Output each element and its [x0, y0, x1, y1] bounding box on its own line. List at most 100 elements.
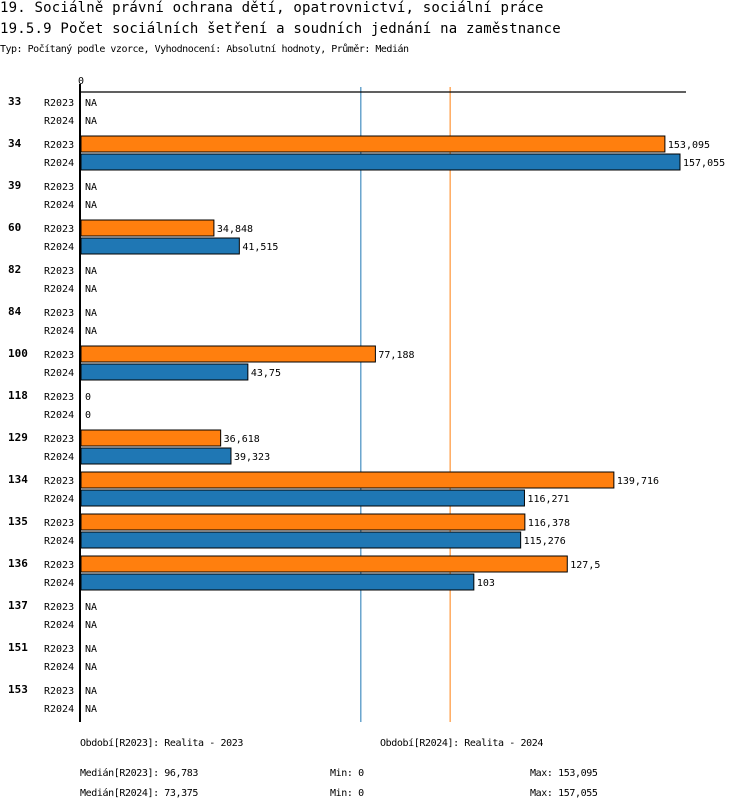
- series-label: R2024: [44, 620, 74, 631]
- series-label: R2024: [44, 242, 74, 253]
- data-label: NA: [85, 644, 97, 655]
- series-label: R2024: [44, 284, 74, 295]
- category-label: 136: [8, 557, 28, 570]
- series-label: R2024: [44, 368, 74, 379]
- bar: [80, 447, 232, 465]
- series-label: R2023: [44, 98, 74, 109]
- data-label: NA: [85, 182, 97, 193]
- data-label: NA: [85, 602, 97, 613]
- series-label: R2023: [44, 476, 74, 487]
- min-r2023: Min: 0: [330, 768, 364, 779]
- series-label: R2024: [44, 704, 74, 715]
- data-label: NA: [85, 326, 97, 337]
- data-label: NA: [85, 308, 97, 319]
- series-label: R2024: [44, 410, 74, 421]
- category-label: 153: [8, 683, 28, 696]
- data-label: 153,095: [668, 140, 710, 151]
- data-label: 127,5: [570, 560, 600, 571]
- legend-period-r2024: Období[R2024]: Realita - 2024: [380, 738, 543, 749]
- series-label: R2023: [44, 182, 74, 193]
- min-r2024: Min: 0: [330, 788, 364, 799]
- series-label: R2024: [44, 200, 74, 211]
- median-r2024: Medián[R2024]: 73,375: [80, 788, 199, 799]
- data-label: 77,188: [378, 350, 414, 361]
- data-label: NA: [85, 98, 97, 109]
- data-label: 116,271: [527, 494, 569, 505]
- category-label: 135: [8, 515, 28, 528]
- bar: [80, 471, 615, 489]
- max-r2024: Max: 157,055: [530, 788, 598, 799]
- chart-meta: Typ: Počítaný podle vzorce, Vyhodnocení:…: [0, 44, 409, 55]
- series-label: R2024: [44, 536, 74, 547]
- bar: [80, 345, 376, 363]
- bar: [80, 219, 215, 237]
- data-label: NA: [85, 620, 97, 631]
- category-label: 129: [8, 431, 28, 444]
- series-label: R2024: [44, 662, 74, 673]
- series-label: R2023: [44, 266, 74, 277]
- series-label: R2024: [44, 578, 74, 589]
- data-label: 39,323: [234, 452, 270, 463]
- category-label: 118: [8, 389, 28, 402]
- data-label: NA: [85, 662, 97, 673]
- series-label: R2023: [44, 140, 74, 151]
- bar: [80, 489, 525, 507]
- bar: [80, 513, 526, 531]
- category-label: 134: [8, 473, 28, 486]
- data-label: NA: [85, 284, 97, 295]
- series-label: R2024: [44, 452, 74, 463]
- category-label: 33: [8, 95, 21, 108]
- data-label: 139,716: [617, 476, 659, 487]
- bar: [80, 153, 681, 171]
- data-label: NA: [85, 116, 97, 127]
- bar: [80, 135, 666, 153]
- series-label: R2023: [44, 560, 74, 571]
- series-label: R2023: [44, 686, 74, 697]
- data-label: 41,515: [242, 242, 278, 253]
- data-label: NA: [85, 266, 97, 277]
- series-label: R2023: [44, 308, 74, 319]
- data-label: 116,378: [528, 518, 570, 529]
- category-label: 34: [8, 137, 22, 150]
- bar: [80, 573, 475, 591]
- series-label: R2023: [44, 518, 74, 529]
- data-label: 0: [85, 410, 91, 421]
- series-label: R2023: [44, 350, 74, 361]
- data-label: 0: [85, 392, 91, 403]
- series-label: R2023: [44, 602, 74, 613]
- x-tick-label: 0: [78, 76, 84, 87]
- data-label: NA: [85, 200, 97, 211]
- data-label: 43,75: [251, 368, 281, 379]
- category-label: 137: [8, 599, 28, 612]
- series-label: R2023: [44, 434, 74, 445]
- data-label: 115,276: [524, 536, 566, 547]
- category-label: 60: [8, 221, 21, 234]
- category-label: 100: [8, 347, 28, 360]
- series-label: R2024: [44, 158, 74, 169]
- series-label: R2024: [44, 116, 74, 127]
- bar: [80, 531, 522, 549]
- bar: [80, 237, 240, 255]
- category-label: 84: [8, 305, 22, 318]
- data-label: NA: [85, 704, 97, 715]
- series-label: R2023: [44, 224, 74, 235]
- data-label: 103: [477, 578, 495, 589]
- data-label: 157,055: [683, 158, 725, 169]
- category-label: 151: [8, 641, 28, 654]
- data-label: 34,848: [217, 224, 253, 235]
- bar: [80, 555, 568, 573]
- series-label: R2024: [44, 494, 74, 505]
- category-label: 82: [8, 263, 21, 276]
- series-label: R2023: [44, 392, 74, 403]
- median-r2023: Medián[R2023]: 96,783: [80, 768, 199, 779]
- series-label: R2024: [44, 326, 74, 337]
- data-label: 36,618: [224, 434, 260, 445]
- category-label: 39: [8, 179, 21, 192]
- max-r2023: Max: 153,095: [530, 768, 598, 779]
- chart-section-title: 19. Sociálně právní ochrana dětí, opatro…: [0, 0, 544, 16]
- legend-period-r2023: Období[R2023]: Realita - 2023: [80, 738, 243, 749]
- chart-title: 19.5.9 Počet sociálních šetření a soudní…: [0, 21, 561, 37]
- data-label: NA: [85, 686, 97, 697]
- series-label: R2023: [44, 644, 74, 655]
